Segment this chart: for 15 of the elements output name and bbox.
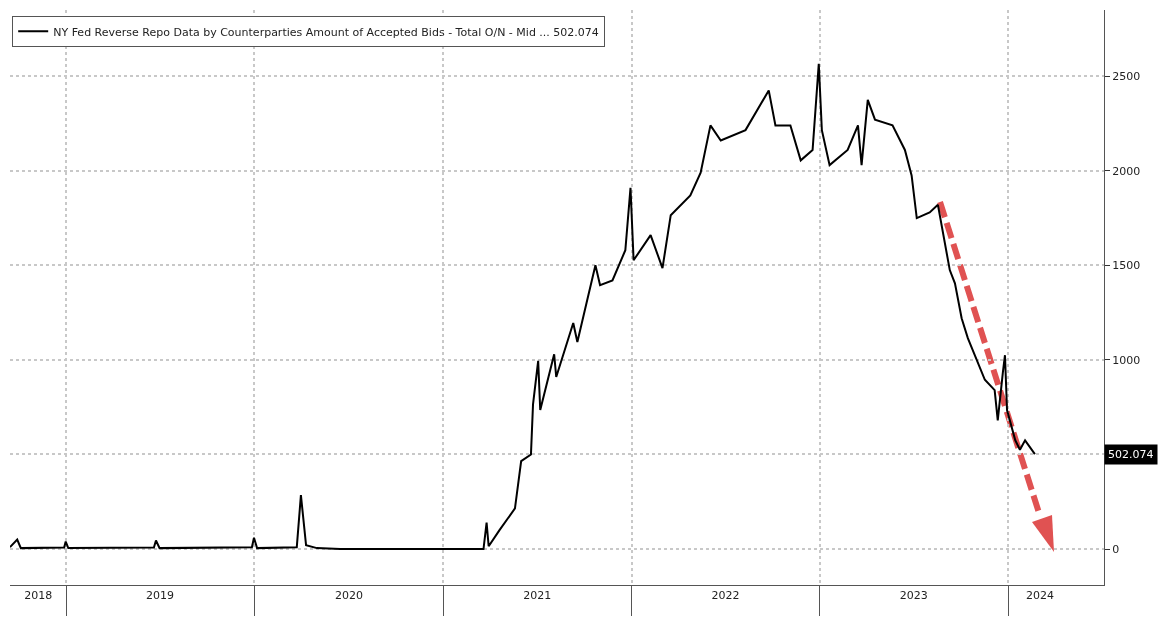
x-tick-label: 2023 — [899, 589, 928, 603]
x-tick-label: 2024 — [1026, 589, 1055, 603]
x-tick-label: 2022 — [711, 589, 740, 603]
x-tick-label: 2021 — [523, 589, 552, 603]
y-tick-label: 1500 — [1112, 259, 1141, 273]
x-tick-label: 2020 — [334, 589, 363, 603]
y-tick-label: 0 — [1112, 542, 1120, 556]
line-series — [10, 62, 1036, 551]
x-tick-label: 2019 — [146, 589, 175, 603]
text: 502.074 — [1108, 448, 1154, 461]
legend-label: NY Fed Reverse Repo Data by Counterparties Amount of Accepted Bids - Total O/N - Mid ... 502.074 — [53, 25, 599, 39]
x-tick-label: 2018 — [24, 589, 53, 603]
y-tick-label: 2000 — [1112, 164, 1141, 178]
y-tick-label: 1000 — [1112, 353, 1141, 367]
y-tick-label: 2500 — [1112, 70, 1141, 84]
